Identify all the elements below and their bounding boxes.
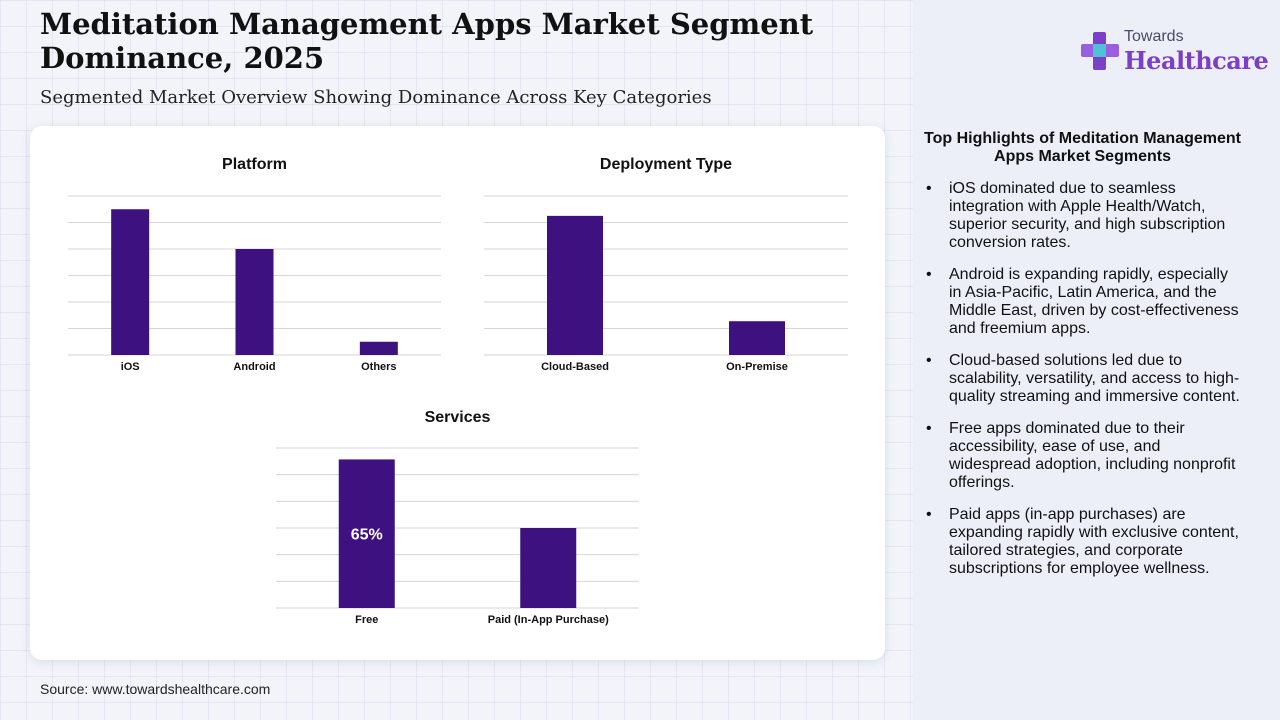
charts-canvas: Platform iOS Android Others Deployment Type C…	[68, 156, 848, 626]
highlights-list: iOS dominated due to seamless integratio…	[923, 180, 1243, 592]
logo-text-towards: Towards	[1124, 28, 1184, 45]
data-label: 65%	[351, 527, 383, 544]
highlight-item: Android is expanding rapidly, especially…	[923, 266, 1243, 338]
charts-card: Platform iOS Android Others Deployment Type C…	[30, 126, 885, 660]
chart-title: Platform	[222, 156, 287, 173]
logo-text-healthcare: Healthcare	[1124, 46, 1269, 75]
bar-cloud-based	[547, 215, 603, 355]
x-tick-label: Paid (In-App Purchase)	[488, 614, 609, 626]
source-note: Source: www.towardshealthcare.com	[40, 681, 271, 697]
highlight-item: Paid apps (in-app purchases) are expandi…	[923, 506, 1243, 578]
bar-free	[338, 459, 395, 608]
chart-title: Services	[425, 409, 491, 426]
x-tick-label: On-Premise	[726, 361, 788, 373]
x-tick-label: iOS	[121, 361, 140, 373]
bar-others	[359, 341, 398, 355]
highlight-item: Free apps dominated due to their accessi…	[923, 420, 1243, 492]
x-tick-label: Others	[361, 361, 396, 373]
bar-paid-in-app-purchase	[520, 528, 577, 608]
bar-android	[235, 249, 274, 355]
brand-logo: Towards Healthcare	[1080, 28, 1269, 78]
x-tick-label: Cloud-Based	[541, 361, 609, 373]
page-title: Meditation Management Apps Market Segmen…	[40, 7, 814, 75]
highlight-item: Cloud-based solutions led due to scalabi…	[923, 352, 1243, 406]
highlight-item: iOS dominated due to seamless integratio…	[923, 180, 1243, 252]
page-subtitle: Segmented Market Overview Showing Domina…	[40, 87, 712, 108]
medical-cross-icon	[1081, 32, 1119, 70]
bar-ios	[111, 209, 150, 355]
highlights-title: Top Highlights of Meditation Management …	[923, 130, 1241, 165]
bar-on-premise	[729, 321, 785, 355]
x-tick-label: Android	[233, 361, 275, 373]
chart-title: Deployment Type	[600, 156, 732, 173]
x-tick-label: Free	[355, 614, 378, 626]
